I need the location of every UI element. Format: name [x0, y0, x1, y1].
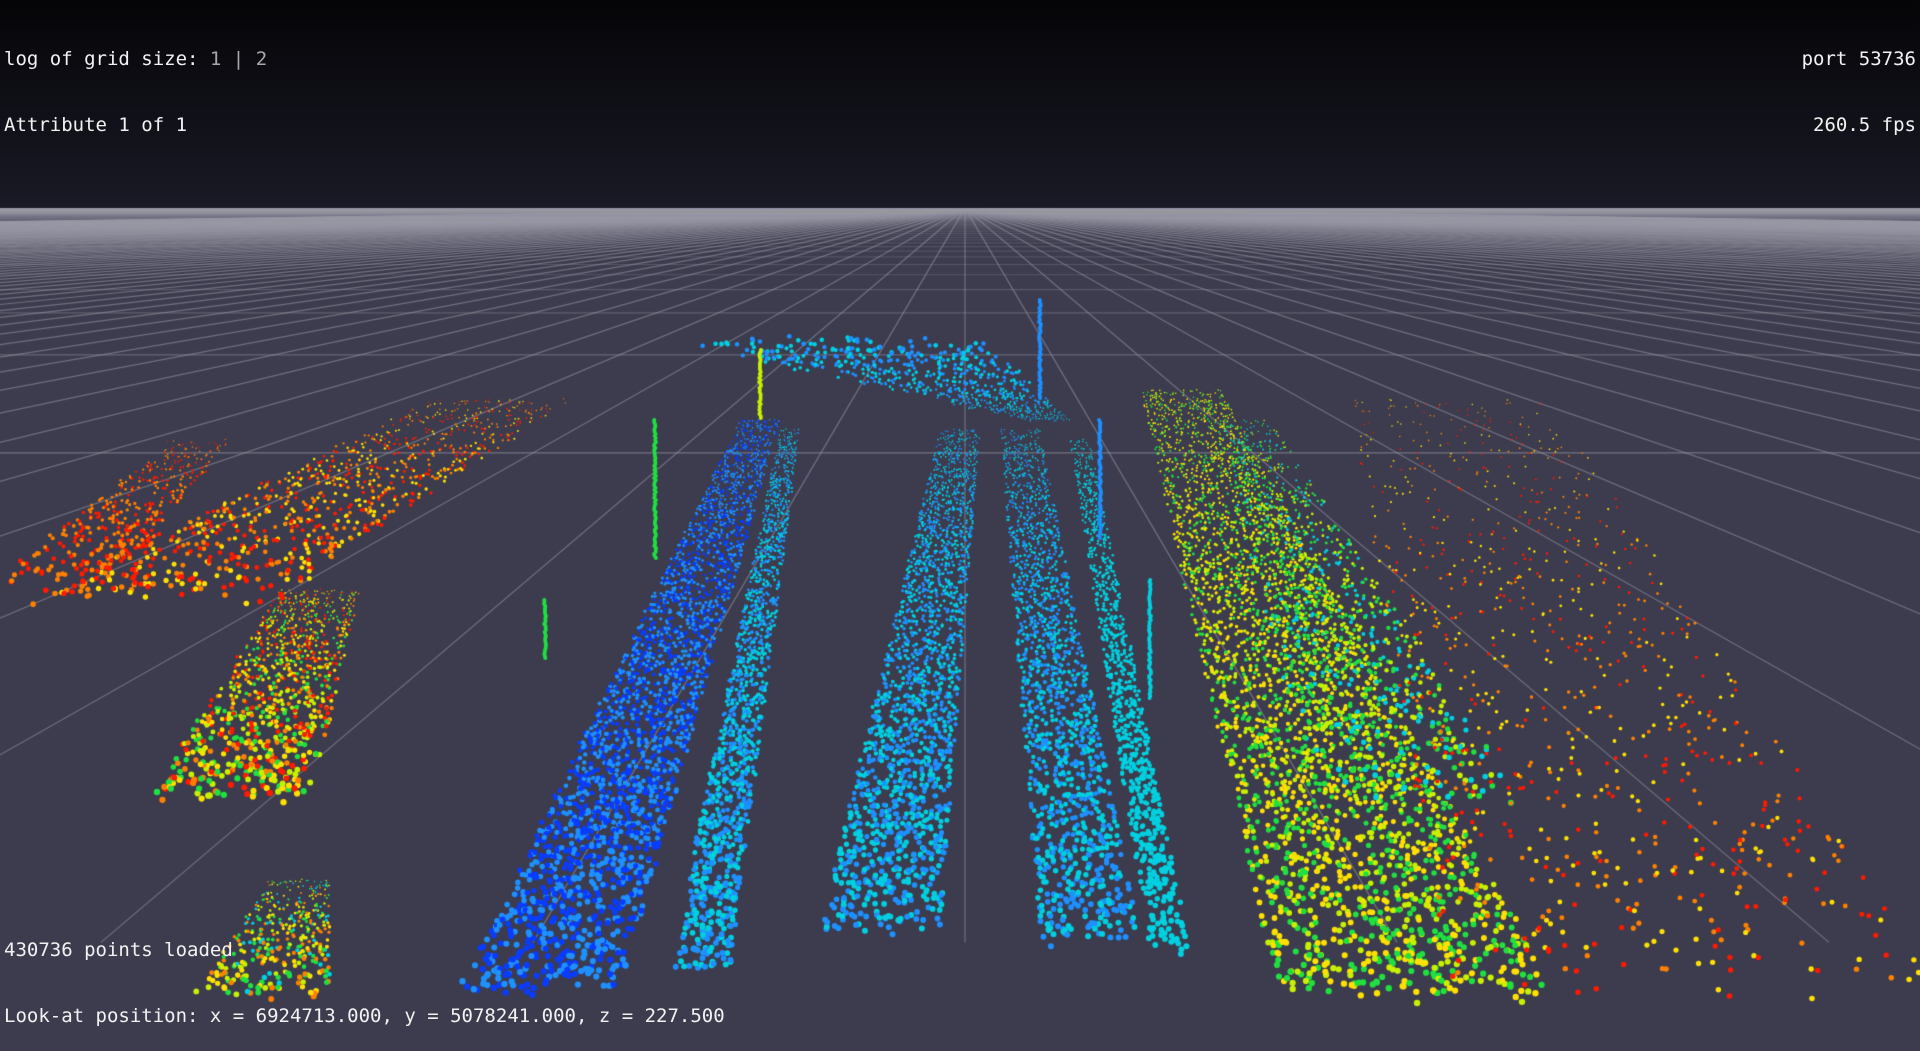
- grid-size-line: log of grid size: 1 | 2: [4, 48, 267, 70]
- hud-top-right: port 53736 260.5 fps: [1802, 4, 1916, 158]
- points-loaded-status: 430736 points loaded: [4, 939, 233, 961]
- grid-size-separator: |: [221, 48, 256, 70]
- fps-counter: 260.5 fps: [1813, 114, 1916, 136]
- hud-bottom-left: 430736 points loaded Look-at position: x…: [4, 895, 725, 1049]
- port-indicator: port 53736: [1801, 48, 1916, 70]
- grid-size-option-2[interactable]: 2: [255, 48, 268, 70]
- look-at-position: Look-at position: x = 6924713.000, y = 5…: [4, 1005, 725, 1027]
- hud-top-left: log of grid size: 1 | 2 Attribute 1 of 1: [4, 4, 267, 158]
- grid-size-option-1[interactable]: 1: [209, 48, 222, 70]
- attribute-indicator: Attribute 1 of 1: [4, 114, 188, 136]
- grid-size-label: log of grid size:: [4, 48, 210, 70]
